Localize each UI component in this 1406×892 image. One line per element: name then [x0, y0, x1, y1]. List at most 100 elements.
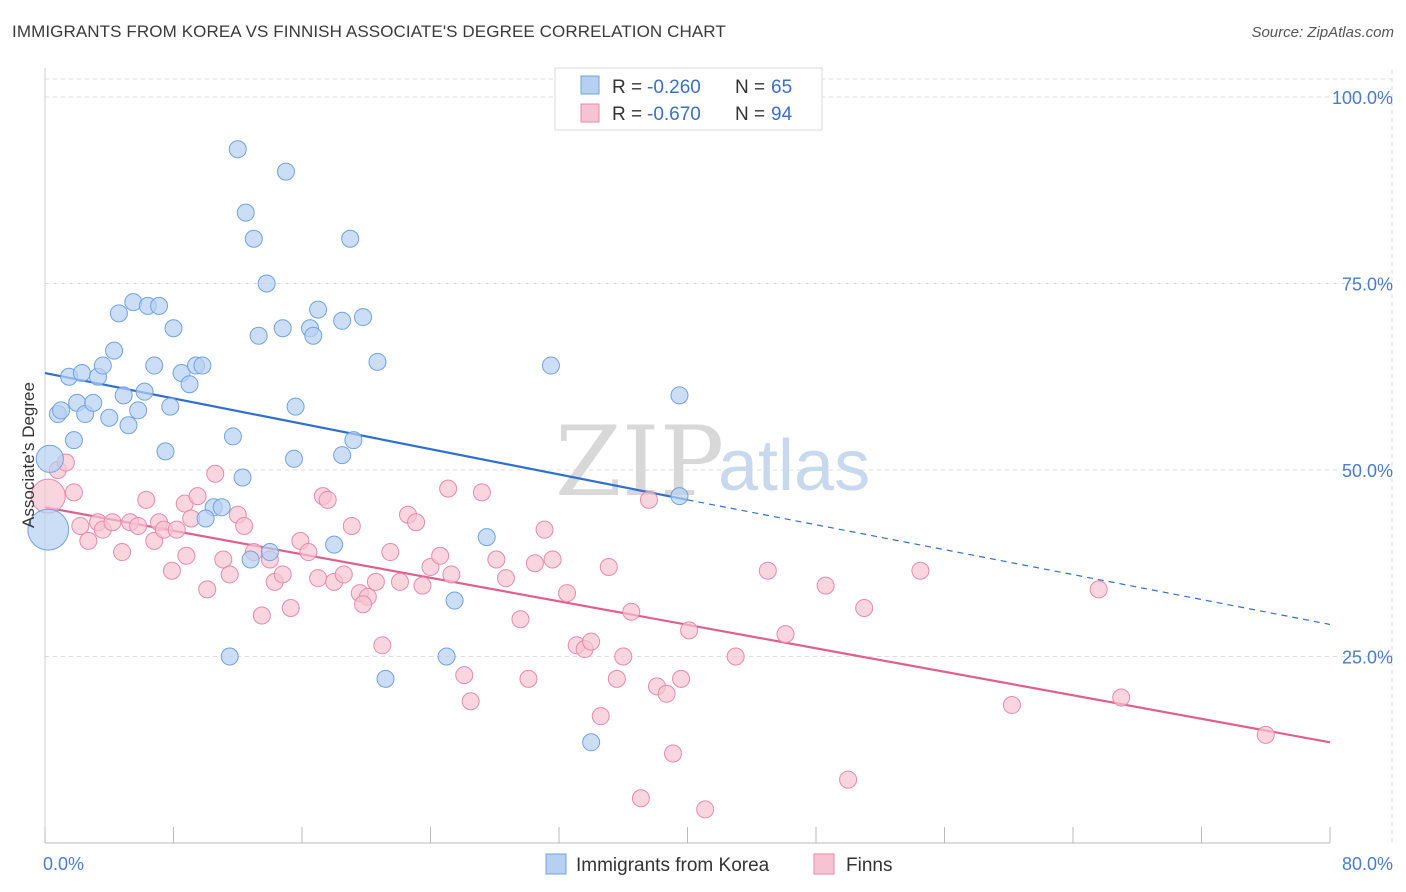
point-korea-21	[145, 356, 164, 375]
point-korea-33	[220, 647, 239, 666]
point-finns-23	[214, 550, 233, 569]
point-finns-83	[776, 625, 795, 644]
point-finns-79	[680, 621, 699, 640]
legend-n-label-1: N =	[735, 104, 765, 125]
point-finns-37	[318, 490, 337, 509]
point-korea-42	[273, 319, 292, 338]
point-finns-26	[235, 516, 254, 535]
point-korea-18	[129, 401, 148, 420]
point-korea-16	[119, 416, 138, 435]
y-tick-label-2: 75.0%	[1342, 275, 1393, 295]
point-korea-56	[437, 647, 456, 666]
point-finns-93	[354, 595, 373, 614]
point-finns-63	[543, 550, 562, 569]
point-korea-59	[541, 356, 560, 375]
point-finns-72	[622, 602, 641, 621]
point-korea-57	[445, 591, 464, 610]
point-korea-1	[27, 508, 70, 551]
point-finns-71	[614, 647, 633, 666]
point-korea-14	[109, 304, 128, 323]
point-finns-64	[558, 584, 577, 603]
point-korea-12	[100, 408, 119, 427]
point-finns-32	[281, 599, 300, 618]
point-finns-60	[519, 669, 538, 688]
point-korea-27	[180, 375, 199, 394]
point-finns-9	[113, 543, 132, 562]
point-korea-31	[196, 509, 215, 528]
point-finns-44	[373, 636, 392, 655]
point-finns-5	[79, 531, 98, 550]
point-finns-12	[137, 490, 156, 509]
point-korea-60	[582, 733, 601, 752]
bottom-legend-swatch-finns	[813, 853, 835, 875]
point-finns-68	[591, 707, 610, 726]
point-korea-0	[35, 444, 64, 473]
point-finns-59	[511, 610, 530, 629]
point-finns-8	[103, 513, 122, 532]
point-finns-58	[496, 569, 515, 588]
legend: R = -0.260 N = 65 R = -0.670 N = 94	[554, 67, 823, 131]
chart-source: Source: ZipAtlas.com	[1251, 24, 1394, 41]
point-finns-51	[431, 546, 450, 565]
watermark-atlas: atlas	[718, 426, 870, 506]
point-finns-76	[657, 684, 676, 703]
legend-swatch-pink	[580, 103, 600, 123]
point-finns-20	[188, 487, 207, 506]
point-korea-52	[344, 431, 363, 450]
point-finns-91	[1256, 725, 1275, 744]
legend-r-value-0: -0.260	[647, 77, 701, 98]
point-korea-22	[150, 296, 169, 315]
legend-swatch-blue	[580, 75, 600, 95]
trend-line-korea-extension	[687, 499, 1331, 626]
point-korea-11	[93, 356, 112, 375]
point-finns-24	[220, 565, 239, 584]
point-korea-3	[52, 401, 71, 420]
point-finns-28	[252, 606, 271, 625]
point-finns-4	[71, 516, 90, 535]
point-finns-39	[334, 565, 353, 584]
point-finns-82	[758, 561, 777, 580]
legend-n-value-1: 94	[771, 104, 793, 125]
point-korea-61	[670, 386, 689, 405]
point-finns-56	[472, 483, 491, 502]
point-finns-88	[1002, 695, 1021, 714]
point-finns-22	[206, 464, 225, 483]
legend-r-label-0: R =	[612, 77, 642, 98]
point-finns-90	[1112, 688, 1131, 707]
point-korea-34	[223, 427, 242, 446]
point-korea-43	[284, 449, 303, 468]
point-korea-13	[105, 341, 124, 360]
point-korea-36	[233, 468, 252, 487]
point-korea-64	[241, 550, 260, 569]
point-finns-53	[442, 565, 461, 584]
watermark: ZIP atlas	[555, 406, 870, 518]
point-korea-58	[477, 528, 496, 547]
bottom-legend-label-finns: Finns	[846, 855, 892, 876]
point-finns-3	[64, 483, 83, 502]
point-korea-35	[228, 140, 247, 159]
y-tick-label-1: 50.0%	[1342, 461, 1393, 481]
point-finns-70	[607, 669, 626, 688]
point-finns-16	[162, 561, 181, 580]
point-korea-39	[249, 326, 268, 345]
point-finns-80	[696, 800, 715, 819]
point-korea-51	[341, 229, 360, 248]
point-korea-63	[276, 162, 295, 181]
point-finns-74	[639, 490, 658, 509]
point-korea-19	[135, 382, 154, 401]
x-tick-labels: 0.0% 80.0%	[43, 854, 1393, 874]
point-finns-87	[911, 561, 930, 580]
point-finns-54	[455, 666, 474, 685]
point-finns-69	[599, 557, 618, 576]
point-finns-34	[299, 543, 318, 562]
watermark-zip: ZIP	[555, 406, 724, 518]
point-finns-48	[407, 513, 426, 532]
point-korea-62	[670, 487, 689, 506]
point-korea-48	[325, 535, 344, 554]
point-korea-46	[304, 326, 323, 345]
point-finns-46	[390, 572, 409, 591]
x-tick-label-max: 80.0%	[1342, 854, 1393, 874]
point-finns-49	[413, 576, 432, 595]
point-finns-11	[129, 516, 148, 535]
